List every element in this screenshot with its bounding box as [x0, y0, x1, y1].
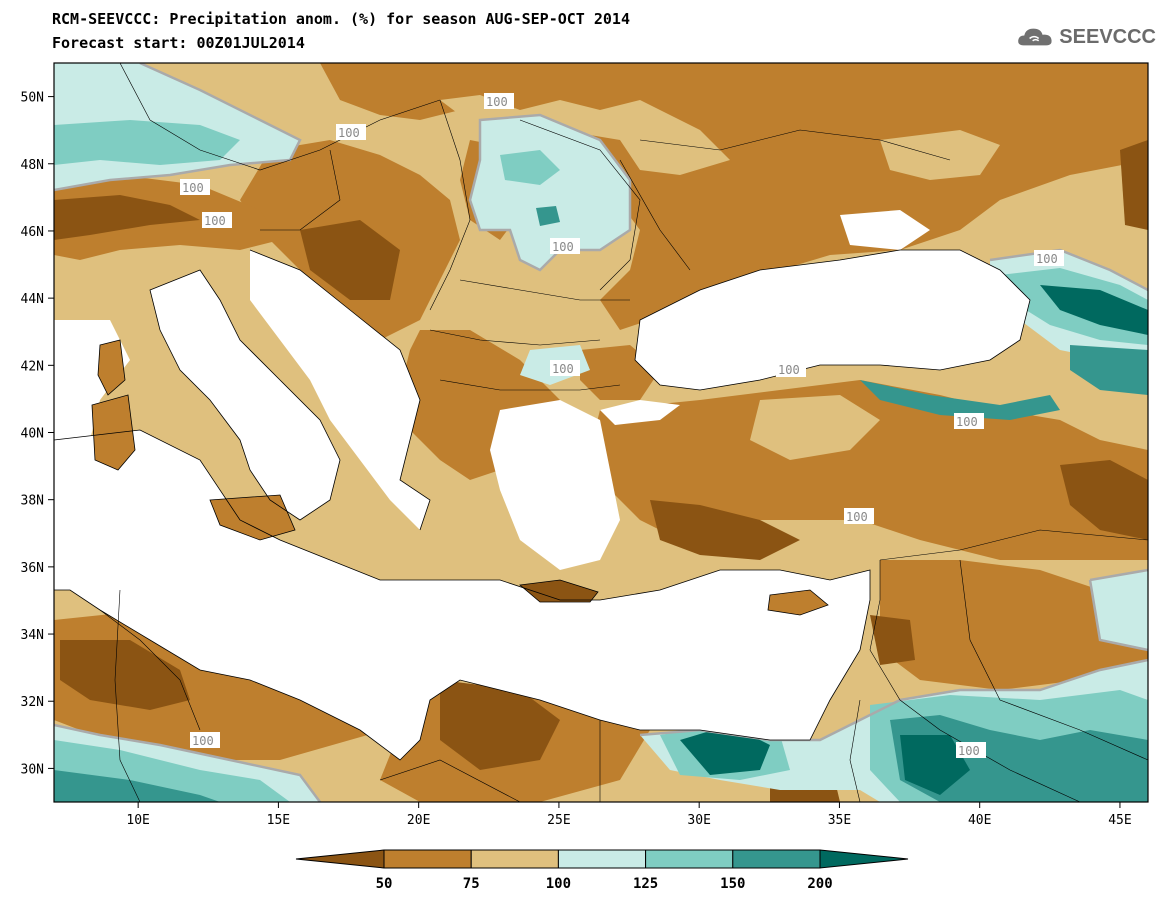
- aegean-sea: [490, 400, 620, 570]
- black-sea: [635, 250, 1030, 390]
- field-150-200-transylvania: [536, 206, 560, 226]
- colorbar-segment: [383, 849, 472, 869]
- field-125-150-alps: [54, 120, 240, 165]
- lat-tick-label: 42N: [21, 359, 44, 374]
- contour-label: 100: [846, 510, 868, 524]
- cloud-icon: [1018, 28, 1052, 46]
- country-borders: [99, 63, 1148, 802]
- colorbar-label: 200: [807, 876, 832, 892]
- lon-tick-label: 20E: [407, 813, 430, 828]
- contour-label: 100: [192, 734, 214, 748]
- field-75-100-ukraine: [880, 130, 1000, 180]
- lat-tick-label: 46N: [21, 225, 44, 240]
- colorbar-label: 150: [720, 876, 745, 892]
- contour-label: 100: [958, 744, 980, 758]
- field-75-100-carpathian: [440, 95, 730, 175]
- field-100-125-iraq: [1090, 570, 1148, 650]
- logo-text: SEEVCCC: [1059, 25, 1156, 48]
- lat-tick-label: 48N: [21, 158, 44, 173]
- field-50-75-syria: [880, 560, 1148, 690]
- mediterranean-sea: [54, 430, 870, 760]
- lat-tick-label: 38N: [21, 494, 44, 509]
- contour-label: 100: [1036, 252, 1058, 266]
- field-below50-alps: [54, 195, 200, 240]
- sardinia: [92, 395, 135, 470]
- colorbar: 50 75 100 125 150 200: [295, 849, 909, 892]
- lon-tick-label: 25E: [547, 813, 570, 828]
- contour-label: 100: [956, 415, 978, 429]
- colorbar-segment: [645, 849, 734, 869]
- colorbar-label: 125: [633, 876, 658, 892]
- lat-tick-label: 36N: [21, 561, 44, 576]
- coastlines: [54, 249, 1031, 761]
- contour-label: 100: [204, 214, 226, 228]
- colorbar-label: 50: [376, 876, 393, 892]
- seevccc-logo: SEEVCCC: [1016, 20, 1156, 54]
- colorbar-segment: [819, 849, 909, 869]
- field-below50-south-anatolia: [650, 500, 800, 560]
- corsica: [98, 340, 125, 395]
- field-150-200-black-sea-coast: [860, 380, 1060, 420]
- crete: [520, 580, 598, 602]
- contour-label: 100: [338, 126, 360, 140]
- lat-tick-label: 50N: [21, 91, 44, 106]
- field-below50-east: [1120, 140, 1148, 230]
- lat-tick-label: 30N: [21, 762, 44, 777]
- cyprus: [768, 590, 828, 615]
- field-below50-east-anatolia: [1060, 460, 1148, 540]
- colorbar-segment: [557, 849, 647, 869]
- lat-tick-label: 32N: [21, 695, 44, 710]
- lat-tick-label: 40N: [21, 427, 44, 442]
- field-75-100-central-anatolia: [750, 395, 880, 460]
- colorbar-segment: [470, 849, 559, 869]
- field-125-150-carpathian: [500, 150, 560, 185]
- lat-tick-label: 44N: [21, 292, 44, 307]
- forecast-start-label: Forecast start: 00Z01JUL2014: [52, 34, 305, 52]
- lon-tick-label: 30E: [687, 813, 710, 828]
- lon-tick-label: 35E: [828, 813, 851, 828]
- contour-label: 100: [182, 181, 204, 195]
- colorbar-label: 100: [546, 876, 571, 892]
- lon-tick-label: 10E: [126, 813, 149, 828]
- colorbar-label: 75: [463, 876, 480, 892]
- contour-label: 100: [552, 362, 574, 376]
- field-150-200-pontic: [1070, 345, 1148, 395]
- field-above200-jordan: [900, 735, 970, 795]
- lon-tick-label: 40E: [968, 813, 991, 828]
- map-title: RCM-SEEVCCC: Precipitation anom. (%) for…: [52, 10, 630, 28]
- colorbar-segment: [295, 849, 385, 869]
- field-below50-lebanon: [870, 615, 915, 665]
- field-above200-caucasus: [1040, 285, 1148, 335]
- lon-tick-label: 45E: [1108, 813, 1131, 828]
- latitude-axis: 50N 48N 46N 44N 42N 40N 38N 36N 34N 32N 30N: [21, 91, 54, 777]
- sea-of-marmara: [600, 400, 680, 425]
- contour-label: 100: [778, 363, 800, 377]
- contour-label: 100: [552, 240, 574, 254]
- sea-of-azov: [840, 210, 930, 250]
- longitude-axis: 10E 15E 20E 25E 30E 35E 40E 45E: [126, 802, 1132, 828]
- lon-tick-label: 15E: [267, 813, 290, 828]
- field-below50-bosnia: [300, 220, 400, 300]
- contour-label: 100: [486, 95, 508, 109]
- colorbar-segment: [732, 849, 821, 869]
- contour-labels: 100 100 100 100 100 100 100 100 100 100 …: [180, 93, 1064, 758]
- adriatic-ionian-sea: [250, 250, 430, 530]
- field-below50-cyrenaica: [440, 680, 560, 770]
- lat-tick-label: 34N: [21, 628, 44, 643]
- tyrrhenian-sea: [150, 270, 340, 520]
- field-150-200-algeria: [54, 770, 220, 802]
- map-field: 100 100 100 100 100 100 100 100 100 100 …: [54, 63, 1148, 802]
